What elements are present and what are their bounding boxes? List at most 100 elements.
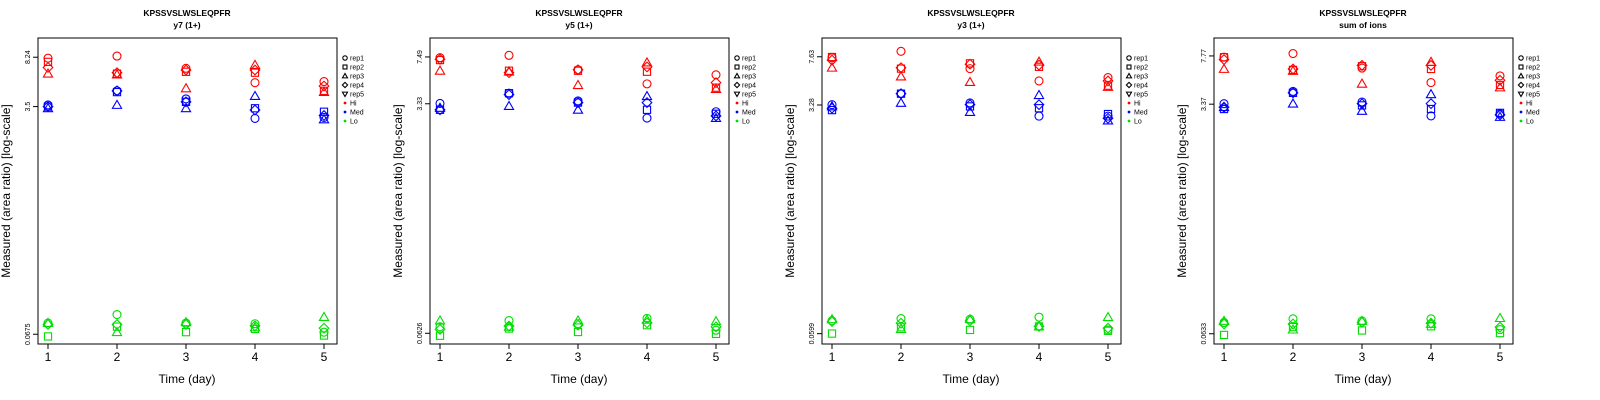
point-med-rep4 xyxy=(1425,98,1437,110)
point-lo-rep4 xyxy=(1425,317,1437,329)
x-tick-label: 1 xyxy=(45,350,52,364)
point-lo-rep3 xyxy=(1494,312,1506,323)
chart-panel-y7: KPSSVSLWSLEQPFR y7 (1+) Measured (area r… xyxy=(0,8,364,386)
point-lo-rep2 xyxy=(965,325,975,335)
chart-title: KPSSVSLWSLEQPFR xyxy=(1319,8,1406,18)
point-hi-rep3 xyxy=(964,76,976,87)
legend: rep1 rep2 rep3 rep4 rep5 Hi Med Lo xyxy=(1517,55,1540,126)
x-axis-label: Time (day) xyxy=(1335,372,1392,386)
point-med-rep2 xyxy=(711,109,721,118)
legend-label: rep2 xyxy=(1526,65,1540,72)
point-med-rep1 xyxy=(435,98,445,108)
legend-rep4-icon xyxy=(1125,81,1133,89)
data-points xyxy=(826,46,1114,338)
point-hi-rep1 xyxy=(1426,78,1436,88)
y-tick-label: 8.24 xyxy=(25,50,32,64)
point-med-rep3 xyxy=(180,102,192,113)
point-hi-rep4 xyxy=(42,61,54,74)
legend-rep3-icon xyxy=(733,72,741,79)
legend-label: rep3 xyxy=(742,74,756,81)
point-med-rep1 xyxy=(181,94,191,104)
y-axis-label: Measured (area ratio) [log-scale] xyxy=(391,104,405,277)
point-med-rep4 xyxy=(895,88,907,100)
legend-label: Lo xyxy=(350,119,358,126)
legend-label: rep3 xyxy=(1526,74,1540,81)
x-tick-label: 4 xyxy=(252,350,259,364)
point-med-rep1 xyxy=(1426,111,1436,121)
point-med-rep4 xyxy=(249,104,261,116)
point-med-rep1 xyxy=(896,89,906,99)
point-hi-rep1 xyxy=(896,46,906,56)
legend-label: rep1 xyxy=(350,56,364,63)
point-med-rep3 xyxy=(1425,88,1437,99)
legend-label: rep1 xyxy=(1134,56,1148,63)
legend-label: rep2 xyxy=(1134,65,1148,72)
legend-label: rep1 xyxy=(1526,56,1540,63)
point-hi-rep1 xyxy=(1288,48,1298,59)
point-lo-rep2 xyxy=(711,329,721,338)
point-med-rep3 xyxy=(249,90,261,101)
point-lo-rep3 xyxy=(710,315,722,326)
legend-lo-dot xyxy=(1127,119,1131,123)
point-med-rep3 xyxy=(641,90,653,101)
point-med-rep4 xyxy=(964,99,976,111)
x-tick-label: 3 xyxy=(1359,350,1366,364)
point-lo-rep3 xyxy=(1287,323,1299,334)
point-lo-rep4 xyxy=(111,318,123,331)
x-tick-label: 2 xyxy=(898,350,905,364)
point-med-rep2 xyxy=(642,105,652,114)
legend-rep4-icon xyxy=(341,81,349,89)
point-med-rep4 xyxy=(1033,99,1045,111)
point-hi-rep1 xyxy=(112,51,122,61)
point-hi-rep4 xyxy=(1218,53,1230,66)
point-med-rep2 xyxy=(181,97,191,106)
point-lo-rep3 xyxy=(1033,320,1045,331)
point-hi-rep3 xyxy=(249,59,261,69)
point-hi-rep4 xyxy=(572,64,584,76)
point-lo-rep2 xyxy=(827,329,837,338)
axis-ticks: 1 2 3 4 5 0.0626 3.33 7.49 xyxy=(417,50,720,364)
point-lo-rep4 xyxy=(710,321,722,333)
point-med-rep3 xyxy=(895,97,907,107)
point-hi-rep1 xyxy=(711,70,721,80)
point-hi-rep4 xyxy=(180,64,192,76)
legend-rep5-icon xyxy=(341,91,349,98)
point-lo-rep1 xyxy=(435,322,445,332)
point-hi-rep3 xyxy=(1425,56,1437,66)
point-med-rep4 xyxy=(641,96,653,109)
legend-label: rep5 xyxy=(1526,92,1540,99)
point-hi-rep3 xyxy=(42,67,54,78)
point-hi-rep2 xyxy=(1426,64,1436,74)
legend-label: rep5 xyxy=(1134,92,1148,99)
point-hi-rep4 xyxy=(964,58,976,70)
point-med-rep1 xyxy=(642,113,652,123)
point-lo-rep4 xyxy=(1494,321,1506,333)
legend-label: rep4 xyxy=(742,83,756,90)
legend-rep3-icon xyxy=(1517,72,1525,79)
point-lo-rep2 xyxy=(319,331,329,340)
point-lo-rep3 xyxy=(1218,315,1230,325)
legend-label: Lo xyxy=(1134,119,1142,126)
x-tick-label: 4 xyxy=(1428,350,1435,364)
point-hi-rep3 xyxy=(434,65,446,75)
point-med-rep4 xyxy=(1494,109,1506,121)
point-hi-rep1 xyxy=(250,78,260,88)
chart-subtitle: y7 (1+) xyxy=(173,20,200,30)
legend-rep1-icon xyxy=(734,55,740,61)
legend-label: rep3 xyxy=(1134,74,1148,81)
point-med-rep4 xyxy=(318,109,330,122)
legend-hi-dot xyxy=(1127,101,1131,105)
x-axis-label: Time (day) xyxy=(551,372,608,386)
point-hi-rep4 xyxy=(1033,59,1045,71)
point-med-rep4 xyxy=(434,104,446,116)
y-tick-label: 3.33 xyxy=(417,97,424,111)
point-med-rep4 xyxy=(710,110,722,122)
point-med-rep1 xyxy=(1219,99,1229,109)
point-hi-rep3 xyxy=(180,82,192,93)
chart-subtitle: y3 (1+) xyxy=(957,20,984,30)
point-med-rep3 xyxy=(710,112,722,123)
point-med-rep2 xyxy=(1103,109,1113,119)
point-hi-rep4 xyxy=(895,62,907,74)
point-lo-rep4 xyxy=(180,318,192,331)
legend-label: rep5 xyxy=(742,92,756,99)
